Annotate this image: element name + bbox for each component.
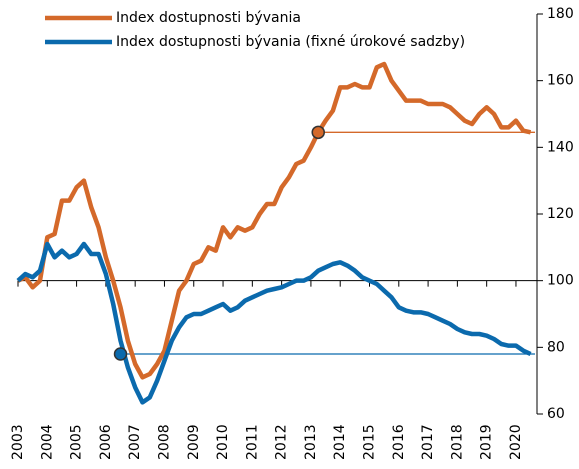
x-tick-label: 2017 — [420, 424, 436, 460]
y-tick-label: 80 — [547, 339, 565, 355]
x-tick-label: 2016 — [391, 424, 407, 460]
y-tick-label: 60 — [547, 406, 565, 422]
x-tick-label: 2020 — [508, 424, 524, 460]
x-tick-label: 2019 — [479, 424, 495, 460]
x-tick-label: 2012 — [274, 424, 290, 460]
x-tick-label: 2018 — [449, 424, 465, 460]
y-tick-label: 140 — [547, 139, 574, 155]
x-tick-label: 2003 — [10, 424, 26, 460]
y-tick-label: 180 — [547, 6, 574, 22]
series-line — [16, 241, 532, 405]
y-tick-label: 100 — [547, 273, 574, 289]
x-tick-label: 2013 — [303, 424, 319, 460]
x-tick-label: 2009 — [186, 424, 202, 460]
x-tick-label: 2005 — [69, 424, 85, 460]
x-tick-label: 2006 — [98, 424, 114, 460]
reference-dot — [113, 347, 128, 361]
x-tick-label: 2004 — [39, 424, 55, 460]
x-tick-label: 2008 — [156, 424, 172, 460]
reference-dot — [311, 125, 325, 140]
x-tick-label: 2011 — [244, 424, 260, 460]
x-tick-label: 2007 — [127, 424, 143, 460]
legend-label: Index dostupnosti bývania (fixné úrokové… — [116, 34, 465, 50]
legend-label: Index dostupnosti bývania — [116, 10, 301, 26]
x-tick-label: 2010 — [215, 424, 231, 460]
y-tick-label: 120 — [547, 206, 574, 222]
x-tick-label: 2014 — [332, 424, 348, 460]
series-line — [17, 61, 532, 380]
y-tick-label: 160 — [547, 73, 574, 89]
x-tick-label: 2015 — [362, 424, 378, 460]
